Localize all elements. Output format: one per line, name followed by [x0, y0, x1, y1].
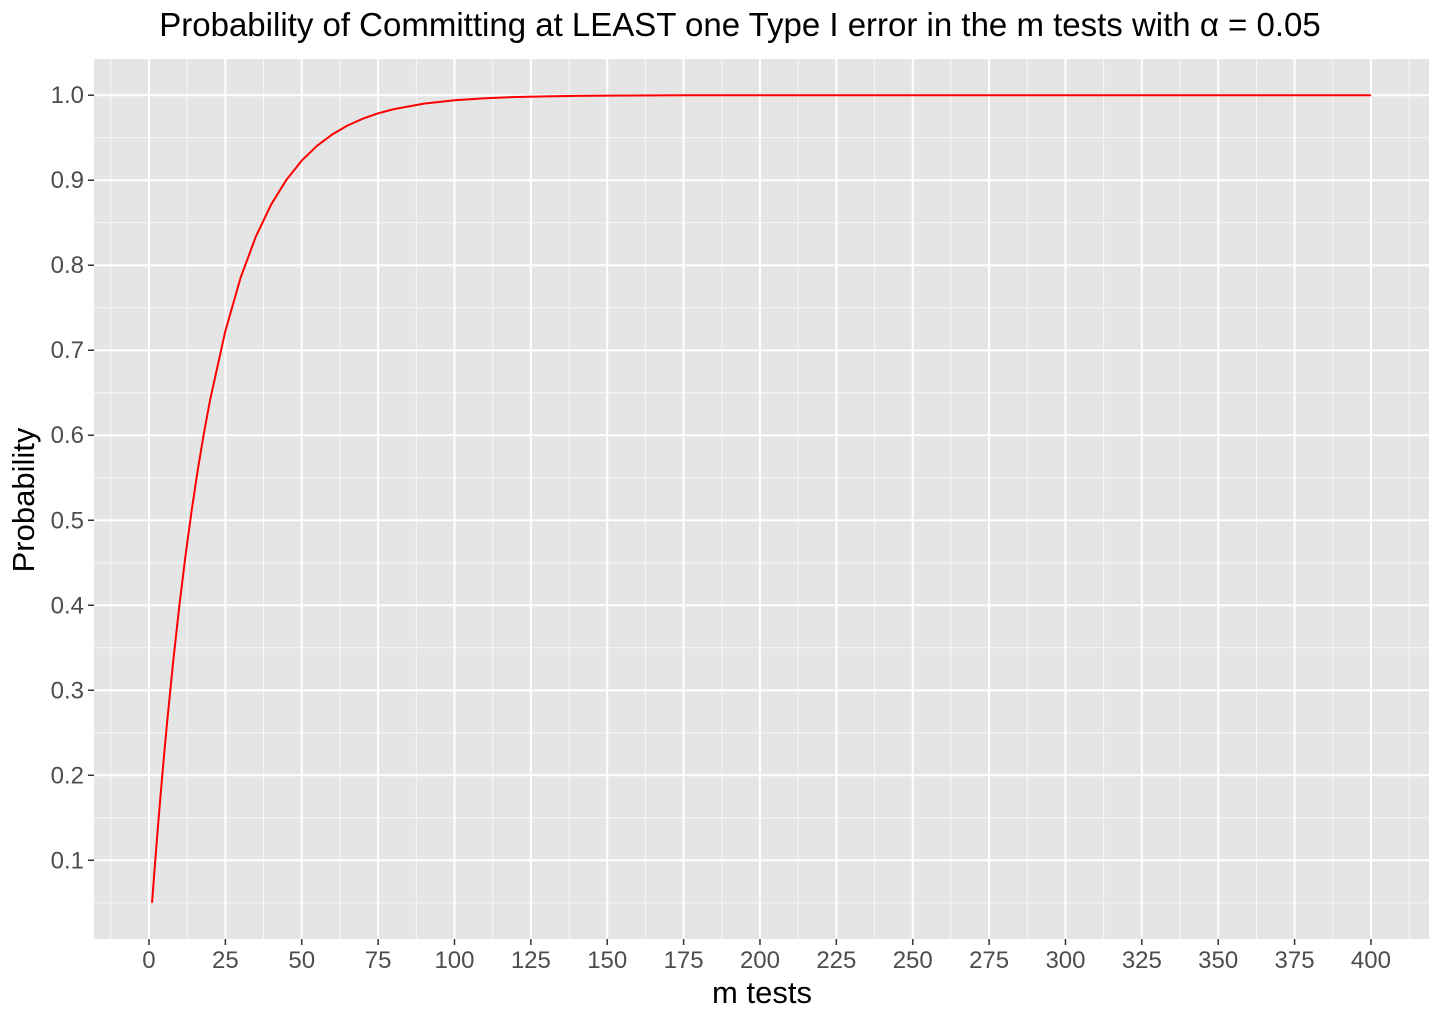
y-tick-label: 0.6: [51, 422, 84, 449]
x-tick-label: 150: [587, 947, 627, 974]
chart-title: Probability of Committing at LEAST one T…: [159, 6, 1320, 43]
x-tick-label: 0: [142, 947, 155, 974]
y-tick-label: 0.7: [51, 337, 84, 364]
minor-gridlines: [94, 59, 1429, 939]
x-tick-label: 300: [1045, 947, 1085, 974]
x-tick-label: 225: [816, 947, 856, 974]
x-tick-label: 400: [1351, 947, 1391, 974]
x-tick-label: 100: [434, 947, 474, 974]
y-tick-label: 0.1: [51, 847, 84, 874]
x-tick-label: 75: [365, 947, 392, 974]
x-tick-label: 325: [1122, 947, 1162, 974]
x-tick-label: 350: [1198, 947, 1238, 974]
plot-panel: [94, 59, 1429, 939]
x-tick-label: 50: [288, 947, 315, 974]
y-axis-title: Probability: [6, 427, 41, 572]
x-tick-label: 200: [740, 947, 780, 974]
x-tick-label: 25: [212, 947, 239, 974]
y-tick-label: 0.5: [51, 507, 84, 534]
y-axis: 0.1 0.2 0.3 0.4 0.5 0.6 0.7 0.8 0.9 1.0: [51, 82, 94, 874]
y-tick-label: 0.4: [51, 592, 84, 619]
series-line-0: [151, 94, 1371, 903]
x-axis: 0 25 50 75 100 125 150 175 200 225 250 275 300 325 350…: [142, 939, 1391, 974]
x-tick-label: 275: [969, 947, 1009, 974]
y-tick-label: 1.0: [51, 82, 84, 109]
series-layer: [151, 94, 1371, 903]
y-tick-label: 0.8: [51, 252, 84, 279]
y-tick-label: 0.3: [51, 677, 84, 704]
major-gridlines: [94, 59, 1429, 939]
x-tick-label: 250: [893, 947, 933, 974]
x-axis-title: m tests: [712, 975, 812, 1010]
x-tick-label: 175: [664, 947, 704, 974]
x-tick-label: 375: [1275, 947, 1315, 974]
y-tick-label: 0.2: [51, 762, 84, 789]
y-tick-label: 0.9: [51, 167, 84, 194]
x-tick-label: 125: [511, 947, 551, 974]
